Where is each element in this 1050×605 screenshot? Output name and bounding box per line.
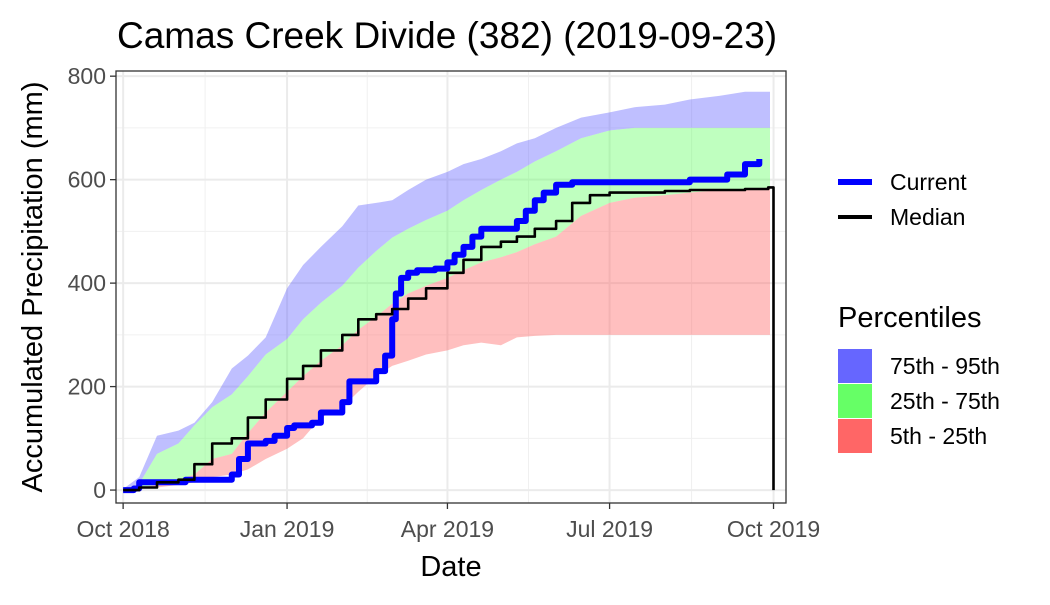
legend-title-percentiles: Percentiles [838, 302, 981, 334]
band-2 [123, 127, 771, 491]
x-tick-label: Jan 2019 [240, 516, 335, 542]
y-tick-label: 800 [68, 63, 106, 89]
grid-lines [116, 71, 786, 503]
legend-swatch [838, 349, 872, 383]
y-tick-label: 0 [93, 477, 106, 503]
y-tick-label: 400 [68, 270, 106, 296]
y-tick-label: 200 [68, 374, 106, 400]
band-3 [123, 187, 771, 491]
plot-border [115, 70, 787, 504]
x-tick-label: Oct 2018 [76, 516, 169, 542]
series-line-current [123, 159, 763, 494]
y-tick-label: 600 [68, 167, 106, 193]
legend-label-fill: 25th - 75th [890, 388, 1000, 414]
legend-label-fill: 75th - 95th [890, 353, 1000, 379]
legend: Current Median Percentiles 75th - 95th 25th … [838, 169, 1000, 453]
x-tick-label: Jul 2019 [566, 516, 653, 542]
series-lines [123, 159, 775, 494]
axes: 0 200 400 600 800 Oct 2018 Jan 2019 Apr 2019 Jul… [68, 63, 821, 542]
plot-panel [115, 70, 787, 504]
x-tick-label: Oct 2019 [727, 516, 820, 542]
series-line-median [123, 186, 775, 492]
legend-swatch [838, 384, 872, 418]
legend-label-median: Median [890, 204, 965, 230]
percentile-bands [123, 91, 771, 491]
legend-swatch [838, 419, 872, 453]
legend-label-current: Current [890, 169, 967, 195]
chart-title: Camas Creek Divide (382) (2019-09-23) [117, 15, 777, 56]
y-axis-title: Accumulated Precipitation (mm) [17, 82, 49, 493]
plot-background [116, 71, 786, 503]
x-axis-title: Date [420, 551, 481, 583]
x-tick-label: Apr 2019 [401, 516, 494, 542]
legend-label-fill: 5th - 25th [890, 423, 987, 449]
